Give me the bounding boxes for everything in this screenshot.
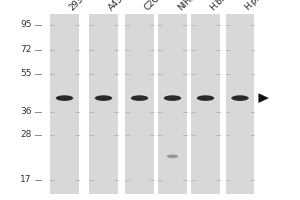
- Text: 72: 72: [20, 45, 32, 54]
- Text: H.breast: H.breast: [208, 0, 241, 12]
- Bar: [50, 14, 79, 194]
- Text: 55: 55: [20, 69, 32, 78]
- Text: H.placenta: H.placenta: [243, 0, 282, 12]
- Ellipse shape: [167, 155, 178, 158]
- Text: 36: 36: [20, 107, 32, 116]
- Ellipse shape: [231, 95, 249, 101]
- Bar: [191, 14, 220, 194]
- Text: A431: A431: [106, 0, 129, 12]
- Polygon shape: [259, 94, 269, 103]
- Bar: [89, 14, 118, 194]
- Ellipse shape: [131, 95, 148, 101]
- Text: C2C12: C2C12: [142, 0, 169, 12]
- Bar: [226, 14, 254, 194]
- Text: 28: 28: [20, 130, 32, 139]
- Ellipse shape: [95, 95, 112, 101]
- Text: 293T/17: 293T/17: [68, 0, 99, 12]
- Ellipse shape: [164, 95, 181, 101]
- Text: NIH/3T3: NIH/3T3: [176, 0, 206, 12]
- Ellipse shape: [56, 95, 73, 101]
- Text: 95: 95: [20, 20, 32, 29]
- Text: 17: 17: [20, 175, 32, 184]
- Bar: [158, 14, 187, 194]
- Ellipse shape: [197, 95, 214, 101]
- Bar: [125, 14, 154, 194]
